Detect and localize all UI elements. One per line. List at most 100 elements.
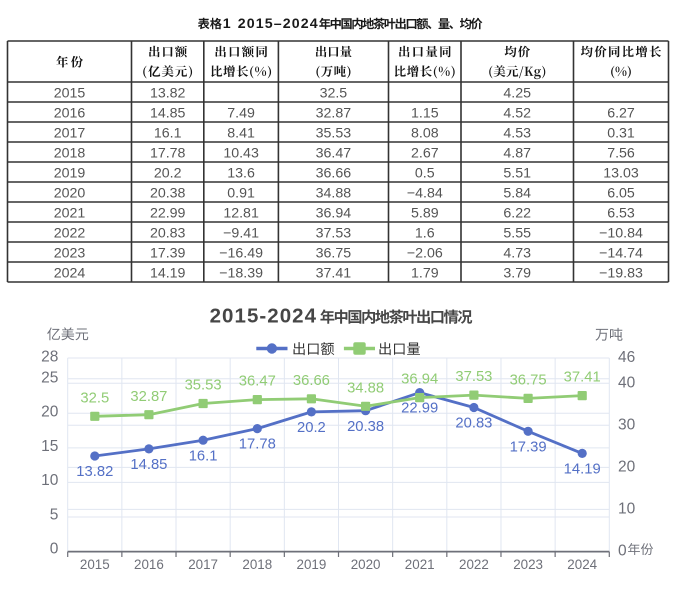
svg-text:−19.83: −19.83 — [599, 265, 643, 281]
svg-text:4.87: 4.87 — [503, 145, 531, 161]
svg-text:30: 30 — [618, 417, 636, 434]
svg-text:20.2: 20.2 — [297, 420, 326, 436]
svg-text:7.49: 7.49 — [227, 105, 255, 121]
svg-text:34.88: 34.88 — [316, 185, 352, 201]
svg-text:1.79: 1.79 — [411, 265, 439, 281]
svg-text:2015-2024: 2015-2024 — [210, 304, 318, 327]
svg-text:5.51: 5.51 — [503, 165, 531, 181]
svg-text:17.39: 17.39 — [150, 245, 186, 261]
svg-text:2022: 2022 — [54, 225, 86, 241]
svg-text:10: 10 — [618, 501, 636, 518]
svg-text:2015–2024: 2015–2024 — [238, 16, 319, 32]
svg-text:34.88: 34.88 — [347, 380, 384, 396]
svg-text:2023: 2023 — [513, 557, 543, 572]
svg-text:1.6: 1.6 — [415, 225, 435, 241]
svg-text:7.56: 7.56 — [607, 145, 635, 161]
svg-text:1: 1 — [223, 16, 231, 32]
svg-text:13.82: 13.82 — [76, 464, 113, 480]
svg-text:10.43: 10.43 — [223, 145, 259, 161]
svg-text:17.78: 17.78 — [150, 145, 186, 161]
svg-text:12.81: 12.81 — [223, 205, 259, 221]
svg-text:2020: 2020 — [351, 557, 381, 572]
svg-text:36.66: 36.66 — [316, 165, 352, 181]
svg-text:37.41: 37.41 — [316, 265, 352, 281]
svg-text:36.94: 36.94 — [316, 205, 352, 221]
svg-text:32.87: 32.87 — [130, 389, 167, 405]
svg-text:20: 20 — [41, 404, 59, 421]
svg-text:35.53: 35.53 — [185, 378, 222, 394]
svg-text:4.25: 4.25 — [503, 85, 531, 101]
svg-text:36.47: 36.47 — [316, 145, 352, 161]
svg-text:36.75: 36.75 — [316, 245, 352, 261]
svg-text:2016: 2016 — [54, 105, 86, 121]
svg-text:0.5: 0.5 — [415, 165, 435, 181]
svg-text:16.1: 16.1 — [154, 125, 182, 141]
svg-text:22.99: 22.99 — [150, 205, 186, 221]
svg-text:37.41: 37.41 — [564, 370, 601, 386]
svg-text:8.41: 8.41 — [227, 125, 255, 141]
svg-text:17.39: 17.39 — [510, 439, 547, 455]
svg-text:6.53: 6.53 — [607, 205, 635, 221]
svg-text:37.53: 37.53 — [455, 369, 492, 385]
svg-text:−10.84: −10.84 — [599, 225, 643, 241]
svg-text:2021: 2021 — [54, 205, 86, 221]
svg-text:20.83: 20.83 — [150, 225, 186, 241]
svg-text:20.2: 20.2 — [154, 165, 182, 181]
svg-text:2022: 2022 — [459, 557, 489, 572]
svg-text:2019: 2019 — [297, 557, 327, 572]
svg-text:15: 15 — [41, 438, 58, 455]
svg-text:36.94: 36.94 — [401, 372, 438, 388]
svg-text:8.08: 8.08 — [411, 125, 439, 141]
svg-text:5: 5 — [50, 506, 59, 523]
svg-text:2024: 2024 — [54, 265, 86, 281]
svg-text:4.53: 4.53 — [503, 125, 531, 141]
svg-text:6.22: 6.22 — [503, 205, 531, 221]
svg-text:46: 46 — [618, 349, 635, 366]
svg-text:25: 25 — [41, 369, 58, 386]
svg-text:36.75: 36.75 — [510, 373, 547, 389]
svg-text:4.73: 4.73 — [503, 245, 531, 261]
svg-text:5.89: 5.89 — [411, 205, 439, 221]
svg-text:2020: 2020 — [54, 185, 86, 201]
svg-text:10: 10 — [41, 472, 59, 489]
svg-text:−16.49: −16.49 — [219, 245, 263, 261]
svg-text:2016: 2016 — [134, 557, 164, 572]
svg-text:36.66: 36.66 — [293, 373, 330, 389]
svg-text:2019: 2019 — [54, 165, 86, 181]
svg-text:2023: 2023 — [54, 245, 86, 261]
svg-text:40: 40 — [618, 374, 636, 391]
svg-text:28: 28 — [41, 349, 58, 366]
svg-text:4.52: 4.52 — [503, 105, 531, 121]
svg-text:20.38: 20.38 — [347, 419, 384, 435]
svg-text:13.82: 13.82 — [150, 85, 186, 101]
svg-text:2018: 2018 — [242, 557, 272, 572]
svg-text:2017: 2017 — [54, 125, 86, 141]
svg-text:37.53: 37.53 — [316, 225, 352, 241]
svg-text:20.38: 20.38 — [150, 185, 186, 201]
svg-text:−18.39: −18.39 — [219, 265, 263, 281]
svg-text:17.78: 17.78 — [239, 437, 276, 453]
svg-text:2015: 2015 — [54, 85, 86, 101]
svg-text:5.84: 5.84 — [503, 185, 531, 201]
svg-text:2018: 2018 — [54, 145, 86, 161]
svg-text:22.99: 22.99 — [401, 401, 438, 417]
svg-text:6.05: 6.05 — [607, 185, 635, 201]
svg-text:0: 0 — [618, 543, 627, 560]
svg-text:14.19: 14.19 — [564, 462, 601, 478]
svg-text:1.15: 1.15 — [411, 105, 439, 121]
svg-text:13.03: 13.03 — [603, 165, 639, 181]
svg-text:35.53: 35.53 — [316, 125, 352, 141]
svg-text:32.87: 32.87 — [316, 105, 352, 121]
svg-text:0.31: 0.31 — [607, 125, 635, 141]
svg-text:14.85: 14.85 — [150, 105, 186, 121]
svg-text:2.67: 2.67 — [411, 145, 439, 161]
svg-text:14.19: 14.19 — [150, 265, 186, 281]
svg-text:2017: 2017 — [188, 557, 218, 572]
svg-text:2024: 2024 — [567, 557, 597, 572]
svg-text:2021: 2021 — [405, 557, 435, 572]
svg-text:−4.84: −4.84 — [407, 185, 443, 201]
svg-text:−9.41: −9.41 — [223, 225, 259, 241]
svg-text:−14.74: −14.74 — [599, 245, 643, 261]
svg-text:32.5: 32.5 — [80, 390, 109, 406]
svg-text:20.83: 20.83 — [455, 416, 492, 432]
